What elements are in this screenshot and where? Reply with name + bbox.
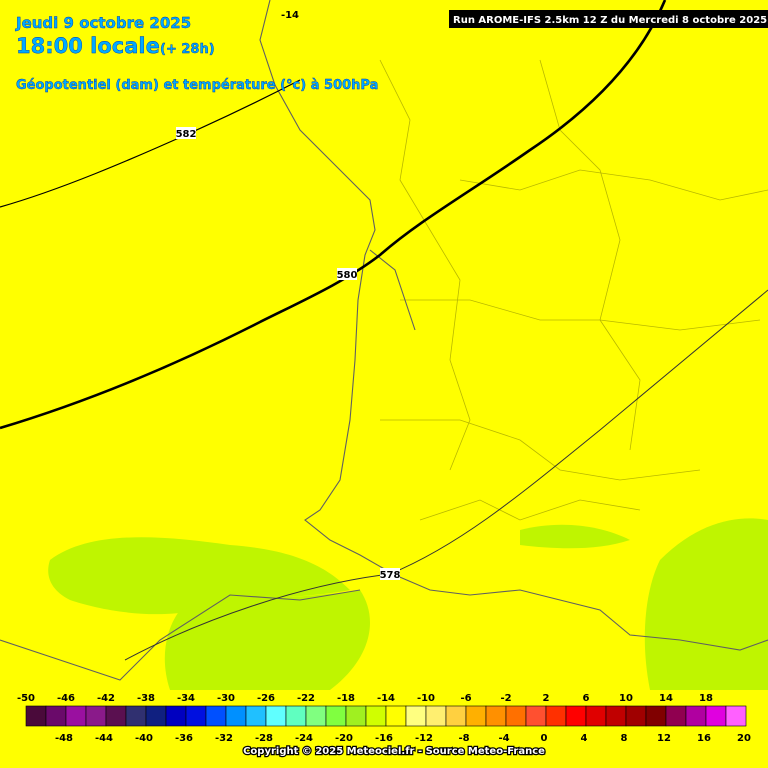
color-swatch xyxy=(125,705,147,727)
colorbar-label: -26 xyxy=(257,693,275,704)
colorbar-label: -46 xyxy=(57,693,75,704)
color-swatch xyxy=(585,705,607,727)
color-swatch xyxy=(725,705,747,727)
colorbar-label: -24 xyxy=(295,733,313,744)
color-swatch xyxy=(345,705,367,727)
color-swatch xyxy=(225,705,247,727)
color-swatch xyxy=(605,705,627,727)
color-swatch xyxy=(645,705,667,727)
colorbar-label: -12 xyxy=(415,733,433,744)
contour-line xyxy=(124,289,768,661)
colorbar-label: 2 xyxy=(543,693,550,704)
colorbar-label: 0 xyxy=(541,733,548,744)
colorbar: -50-48-46-44-42-40-38-36-34-32-30-28-26-… xyxy=(17,693,751,744)
color-swatch xyxy=(485,705,507,727)
color-swatch xyxy=(525,705,547,727)
colorbar-label: -2 xyxy=(500,693,511,704)
contour-label: 580 xyxy=(337,270,358,281)
colorbar-label: 8 xyxy=(621,733,628,744)
color-swatch xyxy=(45,705,67,727)
label-bg xyxy=(380,568,400,580)
color-swatch xyxy=(465,705,487,727)
run: Run AROME-IFS 2.5km 12 Z du Mercredi 8 o… xyxy=(453,15,767,26)
color-swatch xyxy=(365,705,387,727)
color-swatch xyxy=(285,705,307,727)
colorbar-label: -44 xyxy=(95,733,113,744)
color-swatch xyxy=(685,705,707,727)
colorbar-label: -36 xyxy=(175,733,193,744)
colorbar-label: 6 xyxy=(583,693,590,704)
contour-label: 582 xyxy=(176,129,197,140)
color-swatch xyxy=(85,705,107,727)
color-swatch xyxy=(25,705,47,727)
color-swatch xyxy=(325,705,347,727)
colorbar-label: 12 xyxy=(657,733,671,744)
colorbar-label: -28 xyxy=(255,733,273,744)
color-swatch xyxy=(265,705,287,727)
contour-line xyxy=(0,0,667,430)
borders xyxy=(379,59,768,521)
coastline xyxy=(259,0,768,651)
colorbar-label: -8 xyxy=(458,733,469,744)
color-swatch xyxy=(185,705,207,727)
colorbar-label: -10 xyxy=(417,693,435,704)
color-swatch xyxy=(65,705,87,727)
colorbar-label: -14 xyxy=(377,693,395,704)
colorbar-label: -34 xyxy=(177,693,195,704)
contour-label: 578 xyxy=(380,570,401,581)
colorbar-label: 20 xyxy=(737,733,751,744)
label-bg xyxy=(176,127,196,139)
color-swatch xyxy=(145,705,167,727)
colorbar-label: 14 xyxy=(659,693,673,704)
color-swatch xyxy=(205,705,227,727)
time: 18:00 locale xyxy=(16,34,160,58)
color-swatch xyxy=(665,705,687,727)
spain-border xyxy=(0,589,361,681)
color-swatch xyxy=(445,705,467,727)
color-swatch xyxy=(565,705,587,727)
color-swatch xyxy=(105,705,127,727)
product: Géopotentiel (dam) et température (°c) à… xyxy=(16,78,378,93)
isotherm-label: -14 xyxy=(281,10,299,21)
date: Jeudi 9 octobre 2025 xyxy=(15,14,191,32)
colorbar-label: -48 xyxy=(55,733,73,744)
colorbar-label: -50 xyxy=(17,693,35,704)
green-zones xyxy=(48,518,768,690)
label-bg xyxy=(337,268,357,280)
color-swatch xyxy=(385,705,407,727)
color-swatch xyxy=(545,705,567,727)
colorbar-label: -30 xyxy=(217,693,235,704)
colorbar-label: 16 xyxy=(697,733,711,744)
color-swatch xyxy=(245,705,267,727)
color-swatch xyxy=(705,705,727,727)
color-swatch xyxy=(165,705,187,727)
colorbar-label: -22 xyxy=(297,693,315,704)
colorbar-label: -42 xyxy=(97,693,115,704)
colorbar-label: -6 xyxy=(460,693,471,704)
color-swatch xyxy=(405,705,427,727)
colorbar-label: -16 xyxy=(375,733,393,744)
estuary xyxy=(369,249,416,331)
footer: Copyright © 2025 Meteociel.fr - Source M… xyxy=(243,746,545,757)
run-bg xyxy=(449,10,768,28)
colorbar-label: 10 xyxy=(619,693,633,704)
color-swatch xyxy=(425,705,447,727)
color-swatch xyxy=(305,705,327,727)
colorbar-label: -18 xyxy=(337,693,355,704)
colorbar-label: 18 xyxy=(699,693,713,704)
color-swatch xyxy=(505,705,527,727)
colorbar-label: 4 xyxy=(581,733,588,744)
lead: (+ 28h) xyxy=(160,42,215,57)
contour-labels: 582 580 578 -14 xyxy=(176,10,401,581)
colorbar-label: -40 xyxy=(135,733,153,744)
colorbar-label: -4 xyxy=(498,733,509,744)
color-swatch xyxy=(625,705,647,727)
colorbar-label: -38 xyxy=(137,693,155,704)
colorbar-label: -32 xyxy=(215,733,233,744)
colorbar-label: -20 xyxy=(335,733,353,744)
